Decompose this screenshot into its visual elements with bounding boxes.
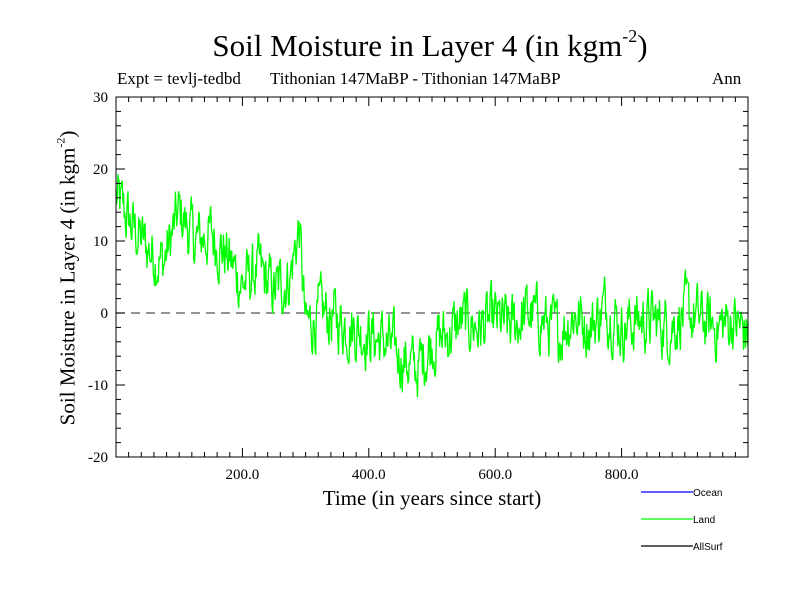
y-tick-label: 10: [93, 234, 108, 250]
season-label: Ann: [712, 69, 742, 88]
legend-label-allsurf: AllSurf: [693, 542, 723, 553]
y-tick-label: -10: [88, 378, 108, 394]
y-tick-label: 0: [101, 306, 109, 322]
x-tick-label: 400.0: [352, 467, 386, 483]
series-line-land: [115, 174, 749, 398]
experiment-label: Expt = tevlj-tedbd: [117, 69, 241, 88]
x-tick-label: 800.0: [605, 467, 639, 483]
x-axis-label: Time (in years since start): [322, 486, 542, 510]
legend-label-land: Land: [693, 515, 715, 526]
legend-label-ocean: Ocean: [693, 488, 722, 499]
y-tick-label: -20: [88, 450, 108, 466]
period-label: Tithonian 147MaBP - Tithonian 147MaBP: [270, 69, 561, 88]
x-tick-label: 600.0: [478, 467, 512, 483]
y-tick-label: 30: [93, 90, 108, 106]
chart-title: Soil Moisture in Layer 4 (in kgm-2): [212, 25, 648, 63]
y-tick-label: 20: [93, 162, 108, 178]
x-tick-label: 200.0: [226, 467, 260, 483]
plot-frame: [115, 96, 749, 458]
